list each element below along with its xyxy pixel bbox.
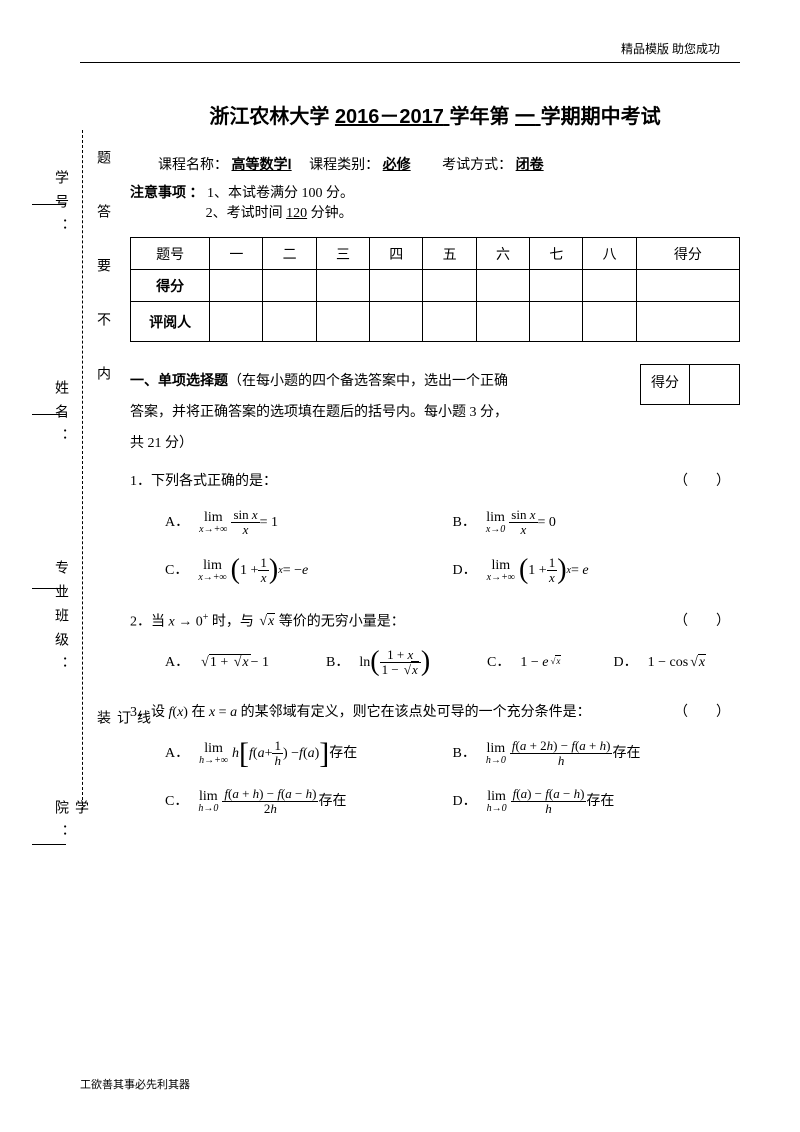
q2-b: 时，与 xyxy=(212,614,254,629)
q3-c-exist: 存在 xyxy=(318,789,346,814)
notes-label: 注意事项 ： xyxy=(130,186,204,201)
course-label: 课程名称： xyxy=(158,158,228,173)
q1-opt-c: C． limx→+∞ (1 + 1x)x = −e xyxy=(165,551,453,591)
q1-d-label: D． xyxy=(453,558,477,583)
exam-title: 浙江农林大学 2016－2017 学年第 一 学期期中考试 xyxy=(130,100,740,129)
q3-a-label: A． xyxy=(165,741,189,766)
th-5: 五 xyxy=(423,238,476,270)
title-prefix: 浙江农林大学 xyxy=(209,106,329,128)
q3-c: 的某邻域有定义，则它在该点处可导的一个充分条件是： xyxy=(241,705,591,720)
exam-page: 精品模版 助您成功 学院： 专业班级： 姓名： 学号： 题答要不内 线订装 浙江… xyxy=(0,0,800,870)
q3-c-label: C． xyxy=(165,789,188,814)
notes: 注意事项 ： 1、本试卷满分 100 分。 2、考试时间 120 分钟。 xyxy=(130,182,740,222)
vt-marks-upper: 题答要不内 xyxy=(92,150,112,420)
q2-a: 2．当 xyxy=(130,614,165,629)
question-2: 2．当 x → 0+ 时，与 x 等价的无穷小量是： （ ） A． 1 + x … xyxy=(130,609,740,691)
q2-c-label: C． xyxy=(487,650,510,675)
note-2a: 2、考试时间 xyxy=(206,206,287,221)
q3-opt-b: B． limh→0 f(a + 2h) − f(a + h)h 存在 xyxy=(453,734,741,774)
q3-opt-c: C． limh→0 f(a + h) − f(a − h)2h 存在 xyxy=(165,782,453,822)
table-header-row: 题号 一 二 三 四 五 六 七 八 得分 xyxy=(131,238,740,270)
q3-b-exist: 存在 xyxy=(612,741,640,766)
binding-strip: 学院： 专业班级： 姓名： 学号： 题答要不内 线订装 xyxy=(50,130,130,810)
section-1-desc1: （在每小题的四个备选答案中，选出一个正确 xyxy=(228,374,508,389)
question-1: 1．下列各式正确的是： （ ） A． limx→+∞ sin xx = 1 B．… xyxy=(130,469,740,598)
vt-id: 学号： xyxy=(50,170,70,242)
th-9: 得分 xyxy=(636,238,739,270)
note-1: 1、本试卷满分 100 分。 xyxy=(207,186,354,201)
course-line: 课程名称： 高等数学Ⅰ 课程类别： 必修 考试方式： 闭卷 xyxy=(130,154,740,174)
q1-opt-b: B． limx→0 sin xx = 0 xyxy=(453,503,741,543)
q3-opt-d: D． limh→0 f(a) − f(a − h)h 存在 xyxy=(453,782,741,822)
q3-opt-a: A． limh→+∞ h [f(a + 1h) − f(a)] 存在 xyxy=(165,734,453,774)
q3-a-exist: 存在 xyxy=(329,741,357,766)
q2-c: 等价的无穷小量是： xyxy=(279,614,405,629)
row2-label: 评阅人 xyxy=(131,302,210,342)
q2-opt-a: A． 1 + x − 1 xyxy=(165,642,326,682)
q2-opt-d: D． 1 − cosx xyxy=(614,642,741,682)
q1-opt-a: A． limx→+∞ sin xx = 1 xyxy=(165,503,453,543)
q3-d-exist: 存在 xyxy=(586,789,614,814)
q1-opt-d: D． limx→+∞ (1 + 1x)x = e xyxy=(453,551,741,591)
q3-d-label: D． xyxy=(453,789,477,814)
th-4: 四 xyxy=(370,238,423,270)
q2-d-label: D． xyxy=(614,650,638,675)
exam-type: 闭卷 xyxy=(516,158,544,173)
th-2: 二 xyxy=(263,238,316,270)
q1-c-label: C． xyxy=(165,558,188,583)
th-0: 题号 xyxy=(131,238,210,270)
score-table: 题号 一 二 三 四 五 六 七 八 得分 得分 评阅人 xyxy=(130,237,740,342)
title-year: 2016－2017 xyxy=(335,106,450,128)
th-6: 六 xyxy=(476,238,529,270)
score-box-label: 得分 xyxy=(641,365,690,405)
q3-paren: （ ） xyxy=(674,700,730,725)
vt-class: 专业班级： xyxy=(50,560,70,680)
vt-name: 姓名： xyxy=(50,380,70,452)
vt-marks-lower: 线订装 xyxy=(92,710,152,810)
footer-text: 工欲善其事必先利其器 xyxy=(80,1076,190,1092)
q1-b-label: B． xyxy=(453,510,476,535)
section-1-title: 一、单项选择题 xyxy=(130,374,228,389)
q1-paren: （ ） xyxy=(674,469,730,494)
score-box-empty xyxy=(690,365,740,405)
q2-opt-b: B． ln(1 + x1 − x) xyxy=(326,642,487,682)
th-7: 七 xyxy=(530,238,583,270)
q2-a-label: A． xyxy=(165,650,189,675)
q1-a-label: A． xyxy=(165,510,189,535)
section-1-head: 得分 一、单项选择题（在每小题的四个备选答案中，选出一个正确 答案，并将正确答案… xyxy=(130,367,740,459)
dash-line xyxy=(82,130,83,810)
section-1-desc3: 共 21 分） xyxy=(130,436,193,451)
row1-label: 得分 xyxy=(131,270,210,302)
cat-name: 必修 xyxy=(383,158,411,173)
note-2b: 分钟。 xyxy=(311,206,353,221)
vt-college: 学院： xyxy=(50,800,90,848)
title-suffix: 学期期中考试 xyxy=(541,106,661,128)
q2-opt-c: C． 1 − ex xyxy=(487,642,614,682)
table-row-reviewer: 评阅人 xyxy=(131,302,740,342)
table-row-score: 得分 xyxy=(131,270,740,302)
header-watermark: 精品模版 助您成功 xyxy=(621,40,720,57)
q3-b: 在 xyxy=(191,705,205,720)
th-8: 八 xyxy=(583,238,636,270)
note-2u: 120 xyxy=(286,206,307,221)
q2-b-label: B． xyxy=(326,650,349,675)
q2-paren: （ ） xyxy=(674,609,730,635)
title-sem: 一 xyxy=(515,106,541,128)
question-3: 3．设 f(x) 在 x = a 的某邻域有定义，则它在该点处可导的一个充分条件… xyxy=(130,700,740,829)
course-name: 高等数学Ⅰ xyxy=(232,158,292,173)
section-score-box: 得分 xyxy=(640,364,740,405)
header-divider xyxy=(80,62,740,63)
title-mid1: 学年第 xyxy=(449,106,509,128)
q1-text: 1．下列各式正确的是： xyxy=(130,469,277,494)
exam-label: 考试方式： xyxy=(442,158,512,173)
cat-label: 课程类别： xyxy=(309,158,379,173)
q3-b-label: B． xyxy=(453,741,476,766)
th-1: 一 xyxy=(210,238,263,270)
section-1-desc2: 答案，并将正确答案的选项填在题后的括号内。每小题 3 分， xyxy=(130,405,508,420)
th-3: 三 xyxy=(316,238,369,270)
